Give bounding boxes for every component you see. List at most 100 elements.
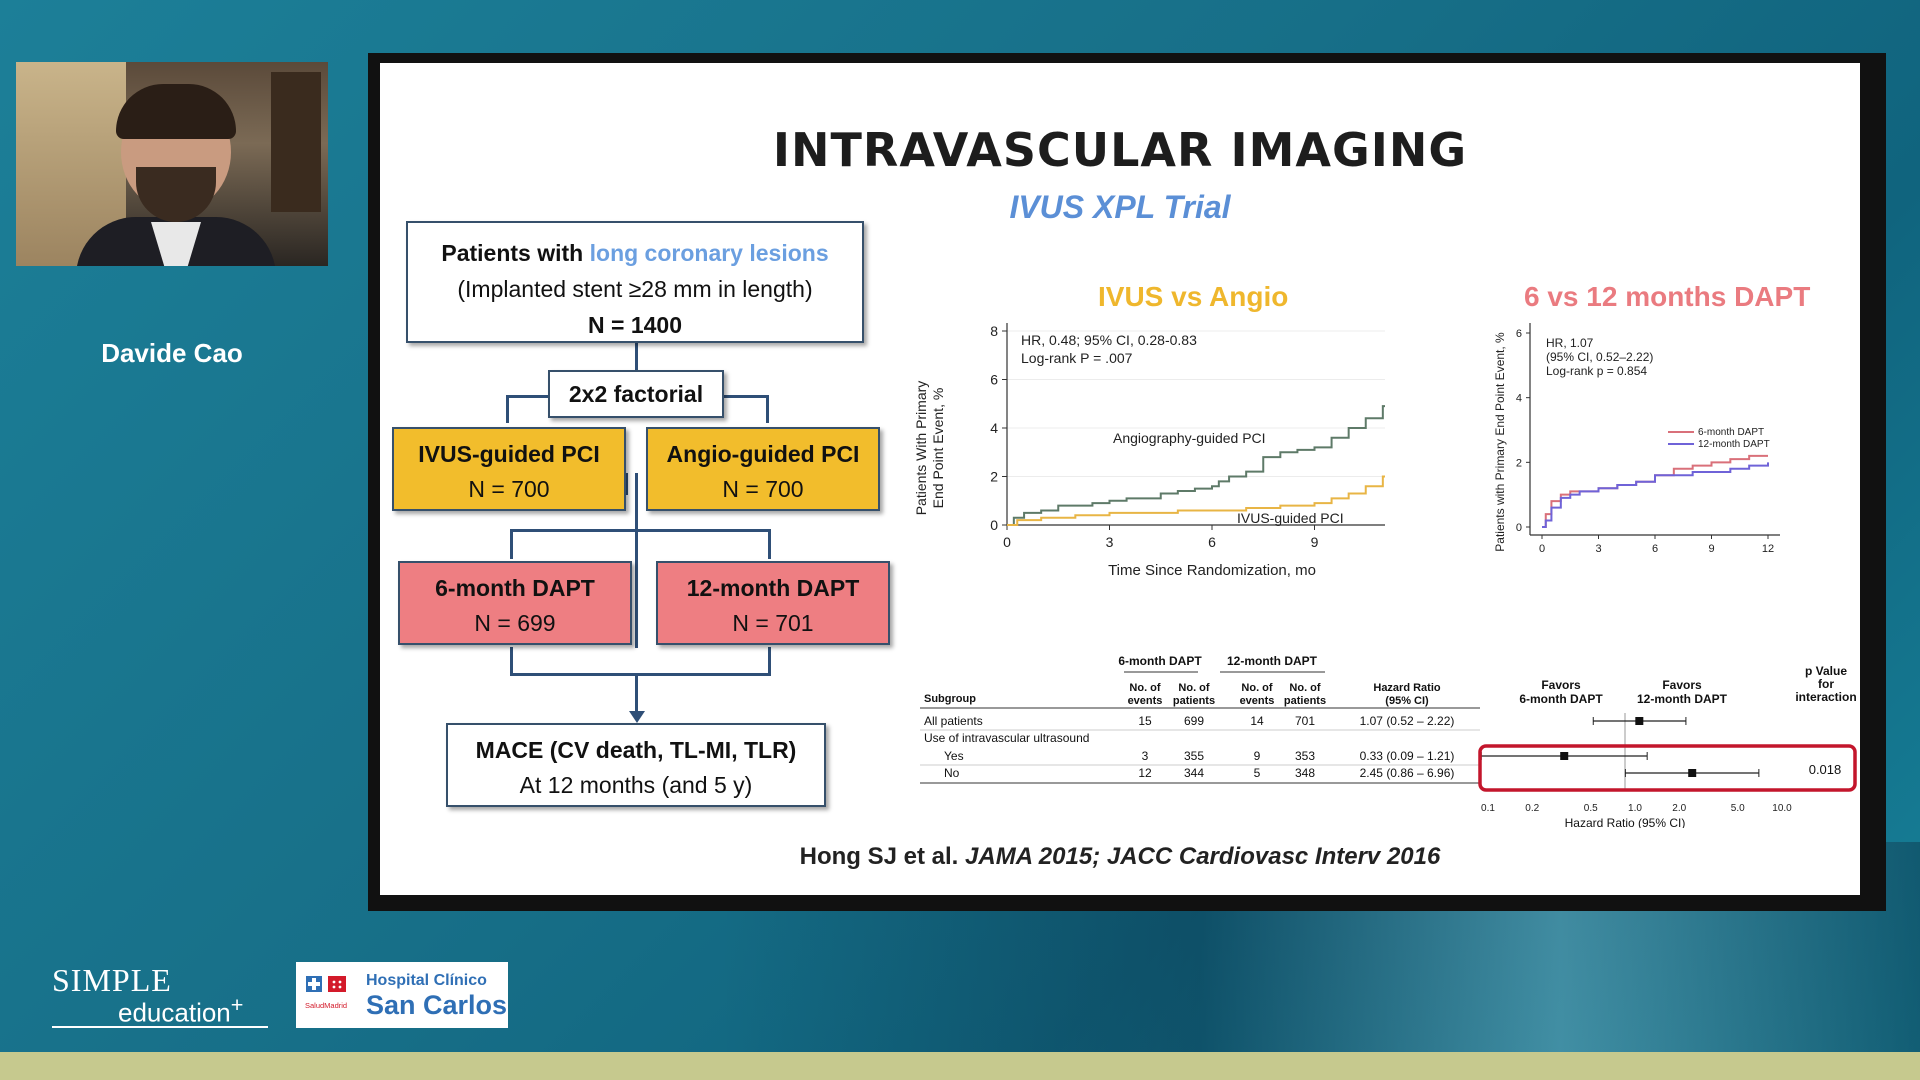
- bottom-band: [0, 1052, 1920, 1080]
- svg-text:14: 14: [1250, 714, 1264, 728]
- dapt12-box: 12-month DAPT N = 701: [656, 561, 890, 645]
- forest-tick-label: 10.0: [1772, 803, 1792, 814]
- series-angiography-guided: [1007, 405, 1385, 526]
- chart2-title: 6 vs 12 months DAPT: [1524, 281, 1811, 312]
- citation-journals: JAMA 2015; JACC Cardiovasc Interv 2016: [965, 843, 1441, 870]
- series-12-month-dapt: [1542, 462, 1769, 528]
- col-hazard-ratio: Hazard Ratio (95% CI): [1373, 682, 1441, 707]
- series-6-month-dapt: [1542, 454, 1768, 528]
- col-events-12: No. of events: [1240, 682, 1275, 707]
- group-header-6-month: 6-month DAPT: [1118, 654, 1202, 668]
- slide-title: INTRAVASCULAR IMAGING: [772, 123, 1468, 177]
- dapt6-label: 6-month DAPT: [435, 575, 595, 601]
- forest-tick-label: 0.5: [1584, 803, 1598, 814]
- svg-text:344: 344: [1184, 766, 1204, 780]
- svg-text:5: 5: [1254, 766, 1261, 780]
- forest-xlabel: Hazard Ratio (95% CI): [1565, 816, 1686, 828]
- chart2-annotation-ci: (95% CI, 0.52–2.22): [1546, 350, 1653, 364]
- speaker-webcam-video: [16, 62, 328, 266]
- forest-tick-label: 2.0: [1672, 803, 1686, 814]
- logo-education-text: education: [118, 997, 231, 1028]
- svg-text:No: No: [944, 766, 960, 780]
- x-tick-label: 6: [1208, 534, 1216, 550]
- patients-box: Patients with long coronary lesions (Imp…: [406, 221, 864, 343]
- ivus-n: N = 700: [468, 476, 550, 502]
- y-tick-label: 6: [990, 372, 998, 388]
- col-patients-12: No. of patients: [1284, 682, 1326, 707]
- subgroup-table: 6-month DAPT 12-month DAPT Subgroup No. …: [920, 654, 1857, 828]
- angio-n: N = 700: [722, 476, 804, 502]
- x-tick-label: 6: [1652, 543, 1658, 555]
- dapt6-box: 6-month DAPT N = 699: [398, 561, 632, 645]
- legend-label-12-month: 12-month DAPT: [1698, 439, 1770, 450]
- x-tick-label: 0: [1003, 534, 1011, 550]
- table-row: No 12 344 5 348 2.45 (0.86 – 6.96): [944, 766, 1454, 780]
- y-tick-label: 0: [990, 517, 998, 533]
- chart1-xlabel: Time Since Randomization, mo: [1108, 562, 1316, 579]
- svg-text:699: 699: [1184, 714, 1204, 728]
- x-tick-label: 9: [1311, 534, 1319, 550]
- x-tick-label: 12: [1762, 543, 1774, 555]
- series-label-angiography: Angiography-guided PCI: [1113, 430, 1266, 446]
- svg-text:3: 3: [1142, 749, 1149, 763]
- mace-box: MACE (CV death, TL-MI, TLR) At 12 months…: [446, 723, 826, 807]
- salud-madrid-icon: SaludMadrid: [305, 976, 347, 1010]
- citation: Hong SJ et al. JAMA 2015; JACC Cardiovas…: [380, 843, 1860, 871]
- y-tick-label: 4: [990, 420, 998, 436]
- y-tick-label: 2: [990, 469, 998, 485]
- chart2-annotation-logrank: Log-rank p = 0.854: [1546, 364, 1647, 378]
- x-tick-label: 0: [1539, 543, 1545, 555]
- arrow-head: [629, 711, 645, 723]
- y-tick-label: 2: [1516, 457, 1522, 469]
- forest-tick-label: 1.0: [1628, 803, 1642, 814]
- svg-text:Use of intravascular ultrasoun: Use of intravascular ultrasound: [924, 731, 1089, 745]
- chart2-ylabel: Patients with Primary End Point Event, %: [1493, 332, 1507, 552]
- hr-point: [1560, 752, 1569, 760]
- svg-text:2.45 (0.86 – 6.96): 2.45 (0.86 – 6.96): [1360, 766, 1455, 780]
- svg-text:15: 15: [1138, 714, 1152, 728]
- interaction-highlight-box: [1478, 744, 1857, 792]
- forest-tick-label: 0.2: [1525, 803, 1539, 814]
- svg-text:1.07 (0.52 – 2.22): 1.07 (0.52 – 2.22): [1360, 714, 1455, 728]
- svg-text:0.33 (0.09 – 1.21): 0.33 (0.09 – 1.21): [1360, 749, 1455, 763]
- chart1-annotation-hr: HR, 0.48; 95% CI, 0.28-0.83: [1021, 332, 1197, 348]
- series-ivus-guided: [1007, 475, 1385, 526]
- svg-text:Yes: Yes: [944, 749, 964, 763]
- svg-text:701: 701: [1295, 714, 1315, 728]
- x-tick-label: 3: [1595, 543, 1601, 555]
- forest-tick-label: 5.0: [1731, 803, 1745, 814]
- hospital-name-line2: San Carlos: [366, 990, 508, 1020]
- hospital-logo: SaludMadrid Hospital Clínico San Carlos: [296, 962, 508, 1028]
- x-tick-label: 3: [1106, 534, 1114, 550]
- table-row: Yes 3 355 9 353 0.33 (0.09 – 1.21): [944, 749, 1454, 763]
- svg-text:12: 12: [1138, 766, 1152, 780]
- chart1-annotation-logrank: Log-rank P = .007: [1021, 350, 1133, 366]
- svg-text:SaludMadrid: SaludMadrid: [305, 1001, 347, 1010]
- table-row: All patients 15 699 14 701 1.07 (0.52 – …: [924, 714, 1454, 728]
- chart1-ylabel: Patients With Primary End Point Event, %: [913, 380, 946, 516]
- hospital-name-line1: Hospital Clínico: [366, 972, 487, 989]
- y-tick-label: 0: [1516, 522, 1522, 534]
- svg-text:9: 9: [1254, 749, 1261, 763]
- chart1-title: IVUS vs Angio: [1098, 281, 1289, 312]
- dapt12-n: N = 701: [732, 610, 814, 636]
- presentation-slide: INTRAVASCULAR IMAGING IVUS XPL Trial Pat…: [380, 63, 1860, 895]
- p-value-interaction: 0.018: [1809, 762, 1842, 777]
- y-tick-label: 8: [990, 323, 998, 339]
- svg-text:355: 355: [1184, 749, 1204, 763]
- svg-text:353: 353: [1295, 749, 1315, 763]
- mace-time: At 12 months (and 5 y): [519, 772, 753, 798]
- patients-prefix: Patients with: [441, 240, 590, 266]
- ivus-guided-box: IVUS-guided PCI N = 700: [392, 427, 626, 511]
- patients-line2: (Implanted stent ≥28 mm in length): [457, 276, 813, 302]
- slide-subtitle: IVUS XPL Trial: [1009, 189, 1231, 225]
- series-label-ivus: IVUS-guided PCI: [1237, 510, 1344, 526]
- factorial-label: 2x2 factorial: [568, 381, 704, 407]
- angio-label: Angio-guided PCI: [666, 441, 860, 467]
- legend-label-6-month: 6-month DAPT: [1698, 427, 1764, 438]
- svg-text:All patients: All patients: [924, 714, 983, 728]
- p-value-header: p Value for interaction: [1795, 664, 1856, 704]
- dapt6-n: N = 699: [474, 610, 556, 636]
- col-events-6: No. of events: [1128, 682, 1163, 707]
